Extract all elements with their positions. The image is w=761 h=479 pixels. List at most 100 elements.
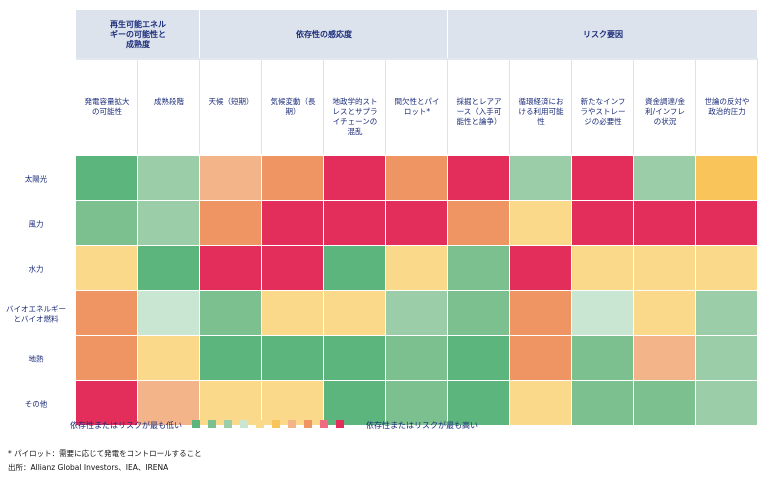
source-footnote: 出所：Allianz Global Investors、IEA、IRENA: [8, 463, 169, 472]
column-header-10: 世論の反対や政治的圧力: [705, 96, 750, 116]
cell-r1-c0: [76, 201, 137, 245]
cell-r4-c3: [262, 336, 323, 380]
cell-r2-c10: [696, 246, 757, 290]
cell-r5-c3: [262, 381, 323, 425]
column-header-bg-4: [324, 60, 385, 154]
legend-swatch-3: [240, 420, 248, 428]
column-header-2: 天候（短期）: [209, 96, 254, 106]
column-header-bg-6: [448, 60, 509, 154]
column-header-5: 間欠性とパイロット*: [395, 96, 440, 116]
cell-r5-c0: [76, 381, 137, 425]
cell-r3-c10: [696, 291, 757, 335]
cell-r0-c1: [138, 156, 199, 200]
cell-r5-c2: [200, 381, 261, 425]
cell-r1-c2: [200, 201, 261, 245]
cell-r1-c9: [634, 201, 695, 245]
legend-swatch-2: [224, 420, 232, 428]
cell-r3-c6: [448, 291, 509, 335]
column-header-bg-9: [634, 60, 695, 154]
cell-r3-c9: [634, 291, 695, 335]
cell-r0-c10: [696, 156, 757, 200]
cell-r4-c7: [510, 336, 571, 380]
cell-r5-c1: [138, 381, 199, 425]
cell-r2-c8: [572, 246, 633, 290]
column-header-bg-1: [138, 60, 199, 154]
column-header-1: 成熟段階: [154, 96, 184, 106]
pilot-footnote: * パイロット：需要に応じて発電をコントロールすること: [8, 449, 202, 458]
cell-r3-c7: [510, 291, 571, 335]
cell-r1-c7: [510, 201, 571, 245]
legend-swatch-6: [288, 420, 296, 428]
cell-r2-c5: [386, 246, 447, 290]
legend-swatch-0: [192, 420, 200, 428]
legend-swatch-4: [256, 420, 264, 428]
cell-r2-c6: [448, 246, 509, 290]
column-header-bg-10: [696, 60, 757, 154]
cell-r2-c7: [510, 246, 571, 290]
cell-r2-c3: [262, 246, 323, 290]
legend-swatch-9: [336, 420, 344, 428]
cell-r1-c1: [138, 201, 199, 245]
column-header-0: 発電容量拡大の可能性: [85, 96, 130, 116]
cell-r1-c3: [262, 201, 323, 245]
column-header-bg-7: [510, 60, 571, 154]
legend-swatch-8: [320, 420, 328, 428]
cell-r0-c6: [448, 156, 509, 200]
cell-r3-c5: [386, 291, 447, 335]
group-header-label-0: 再生可能エネルギーの可能性と成熟度: [110, 19, 166, 49]
legend-swatch-1: [208, 420, 216, 428]
legend-swatch-7: [304, 420, 312, 428]
cell-r0-c0: [76, 156, 137, 200]
cell-r1-c6: [448, 201, 509, 245]
cell-r2-c0: [76, 246, 137, 290]
cell-r3-c2: [200, 291, 261, 335]
cell-r0-c7: [510, 156, 571, 200]
cell-r0-c4: [324, 156, 385, 200]
cell-r4-c0: [76, 336, 137, 380]
cell-r0-c5: [386, 156, 447, 200]
cell-r0-c9: [634, 156, 695, 200]
cell-r4-c5: [386, 336, 447, 380]
cell-r0-c8: [572, 156, 633, 200]
column-header-bg-3: [262, 60, 323, 154]
cell-r4-c1: [138, 336, 199, 380]
row-label-2: 水力: [29, 264, 44, 274]
cell-r3-c1: [138, 291, 199, 335]
cell-r4-c2: [200, 336, 261, 380]
group-header-bg-0: [76, 10, 199, 58]
column-header-3: 気候変動（長期）: [271, 96, 316, 116]
column-header-8: 新たなインフラやストレージの必要性: [581, 96, 626, 126]
cell-r2-c2: [200, 246, 261, 290]
cell-r2-c4: [324, 246, 385, 290]
group-header-bg-1: [200, 10, 447, 58]
cell-r1-c4: [324, 201, 385, 245]
cell-r4-c6: [448, 336, 509, 380]
cell-r5-c4: [324, 381, 385, 425]
cell-r5-c8: [572, 381, 633, 425]
column-header-7: 循環経済における利用可能性: [519, 96, 564, 126]
column-header-bg-5: [386, 60, 447, 154]
cell-r5-c6: [448, 381, 509, 425]
column-header-bg-8: [572, 60, 633, 154]
column-header-4: 地政学的ストレスとサプライチェーンの混乱: [333, 96, 378, 136]
column-header-bg-2: [200, 60, 261, 154]
group-header-bg-2: [448, 10, 757, 58]
group-header-label-1: 依存性の感応度: [296, 29, 353, 39]
cell-r5-c7: [510, 381, 571, 425]
cell-r2-c1: [138, 246, 199, 290]
cell-r3-c3: [262, 291, 323, 335]
cell-r4-c8: [572, 336, 633, 380]
row-label-5: その他: [25, 399, 48, 409]
cell-r5-c5: [386, 381, 447, 425]
cell-r0-c3: [262, 156, 323, 200]
legend-low-label: 依存性またはリスクが最も低い: [70, 420, 182, 430]
row-label-3: バイオエネルギーとバイオ燃料: [6, 305, 66, 324]
cell-r5-c9: [634, 381, 695, 425]
row-label-1: 風力: [29, 219, 44, 229]
cell-r1-c8: [572, 201, 633, 245]
row-label-0: 太陽光: [25, 174, 48, 184]
cell-r3-c8: [572, 291, 633, 335]
cell-r4-c4: [324, 336, 385, 380]
column-header-bg-0: [76, 60, 137, 154]
group-header-label-2: リスク要因: [583, 29, 623, 39]
